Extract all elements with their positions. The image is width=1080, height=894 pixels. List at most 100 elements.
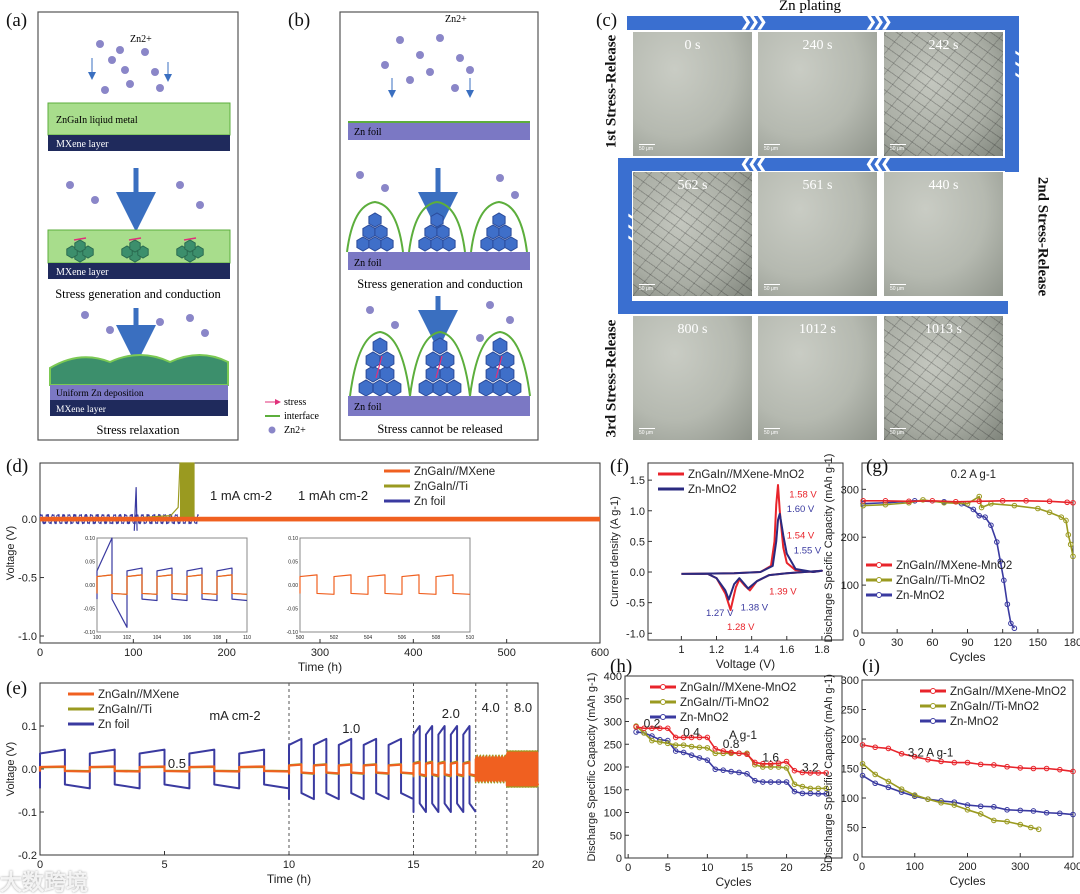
x-tick-label: 0 (37, 647, 43, 659)
data-point (1008, 620, 1014, 627)
x-tick-label: 400 (404, 647, 422, 659)
data-point (767, 779, 774, 785)
annotation-capacity: 1 mAh cm-2 (298, 488, 368, 503)
zn-ion (381, 61, 389, 69)
data-point (712, 766, 719, 773)
data-point (704, 734, 711, 741)
zn-grain (498, 224, 512, 240)
y-tick-label: 0.0 (22, 514, 37, 526)
data-point (799, 790, 806, 797)
x-axis-label: Time (h) (298, 660, 342, 674)
data-point (680, 734, 687, 741)
zn-foil-label: Zn foil (354, 127, 382, 138)
y-tick-label: -1.0 (626, 628, 645, 640)
data-point (1023, 498, 1029, 504)
peak-label: 1.54 V (787, 530, 815, 541)
interface-line (349, 330, 411, 397)
legend-entry: ZnGaIn//MXene (414, 466, 495, 478)
inset-x-tick-label: 502 (330, 635, 339, 641)
data-point (1046, 509, 1053, 516)
x-tick-label: 400 (1064, 861, 1080, 873)
data-point (688, 734, 695, 741)
zn-grain (504, 236, 518, 252)
y-axis-label: Current density (A g-1) (609, 496, 621, 607)
y-tick-label: 300 (841, 675, 859, 687)
data-point (872, 780, 878, 787)
data-point (882, 498, 889, 504)
data-point (649, 737, 655, 744)
inset-y-tick-label: 0.00 (85, 583, 95, 589)
rate-label: 2.0 (442, 706, 460, 721)
y-tick-label: 100 (841, 580, 859, 592)
zn-ion-dots (356, 34, 519, 342)
x-tick-label: 25 (820, 862, 832, 874)
scale-bar: 50 μm (639, 144, 655, 152)
legend-interface: interface (284, 411, 320, 422)
data-point (736, 769, 742, 776)
legend-entry: ZnGaIn//Ti-MnO2 (896, 575, 985, 587)
peak-label: 1.39 V (769, 587, 797, 598)
data-point (736, 750, 742, 757)
legend-entry: ZnGaIn//MXene-MnO2 (896, 560, 1012, 572)
data-point (906, 498, 912, 505)
data-point (807, 785, 814, 792)
zn-grain (436, 224, 450, 240)
inset-x-tick-label: 506 (398, 635, 407, 641)
data-point (859, 742, 866, 748)
x-tick-label: 5 (161, 859, 167, 871)
panel-label-f: (f) (610, 456, 629, 477)
x-tick-label: 90 (961, 637, 973, 649)
data-point (680, 749, 687, 756)
zn-ion (486, 301, 494, 309)
x-axis-label: Cycles (949, 874, 985, 888)
zn-nucleus (74, 239, 86, 253)
data-point (641, 725, 647, 732)
x-tick-label: 100 (906, 861, 924, 873)
chart-i: 0 100 200 300 400 0 50 100 150 200 250 300 Cycles Dis… (823, 674, 1080, 888)
data-point (783, 779, 790, 785)
zn-ion (201, 329, 209, 337)
scale-bar: 50 μm (764, 284, 780, 292)
zn-plating-title: Zn plating (778, 0, 842, 14)
data-point (688, 743, 695, 750)
scale-bar: 50 μm (639, 428, 655, 436)
zn-grain (379, 351, 395, 369)
data-point (929, 498, 936, 504)
rate-label: 3.2 (802, 761, 819, 775)
chart-h: 0 5 10 15 20 25050100150200250300350400Cycles… (586, 671, 843, 889)
data-point (720, 767, 727, 773)
zn-ion (366, 306, 374, 314)
data-point (672, 734, 679, 741)
data-point (964, 759, 971, 766)
data-point (1001, 577, 1007, 584)
inset-y-tick-label: -0.10 (84, 630, 96, 636)
data-point (1004, 807, 1010, 813)
data-point (767, 764, 774, 770)
data-point (1043, 765, 1050, 772)
y-tick-label: -0.5 (626, 598, 645, 610)
uniform-zn-deposit (49, 354, 229, 386)
zn-nuclei (66, 237, 204, 263)
zn-nucleus (129, 239, 141, 253)
inset-x-tick-label: 504 (364, 635, 373, 641)
zn-grain (380, 236, 394, 252)
zn-foil-layer (348, 122, 530, 140)
x-axis-label: Cycles (715, 875, 751, 889)
x-tick-label: 15 (407, 859, 419, 871)
frame-time: 561 s (802, 178, 833, 193)
rate-label: 4.0 (482, 700, 500, 715)
data-point (815, 791, 822, 797)
data-point (920, 497, 926, 503)
x-tick-label: 0 (625, 862, 631, 874)
zn-ion (466, 66, 474, 74)
zn-ion (406, 76, 414, 84)
legend-marker (660, 699, 666, 705)
data-point (1017, 821, 1024, 828)
plot-frame (861, 462, 1074, 634)
x-tick-label: 5 (665, 862, 671, 874)
caption-b-step2: Stress generation and conduction (357, 277, 523, 291)
stress-arrow (495, 355, 503, 379)
zn-grain (492, 337, 508, 355)
data-point (1035, 505, 1041, 512)
